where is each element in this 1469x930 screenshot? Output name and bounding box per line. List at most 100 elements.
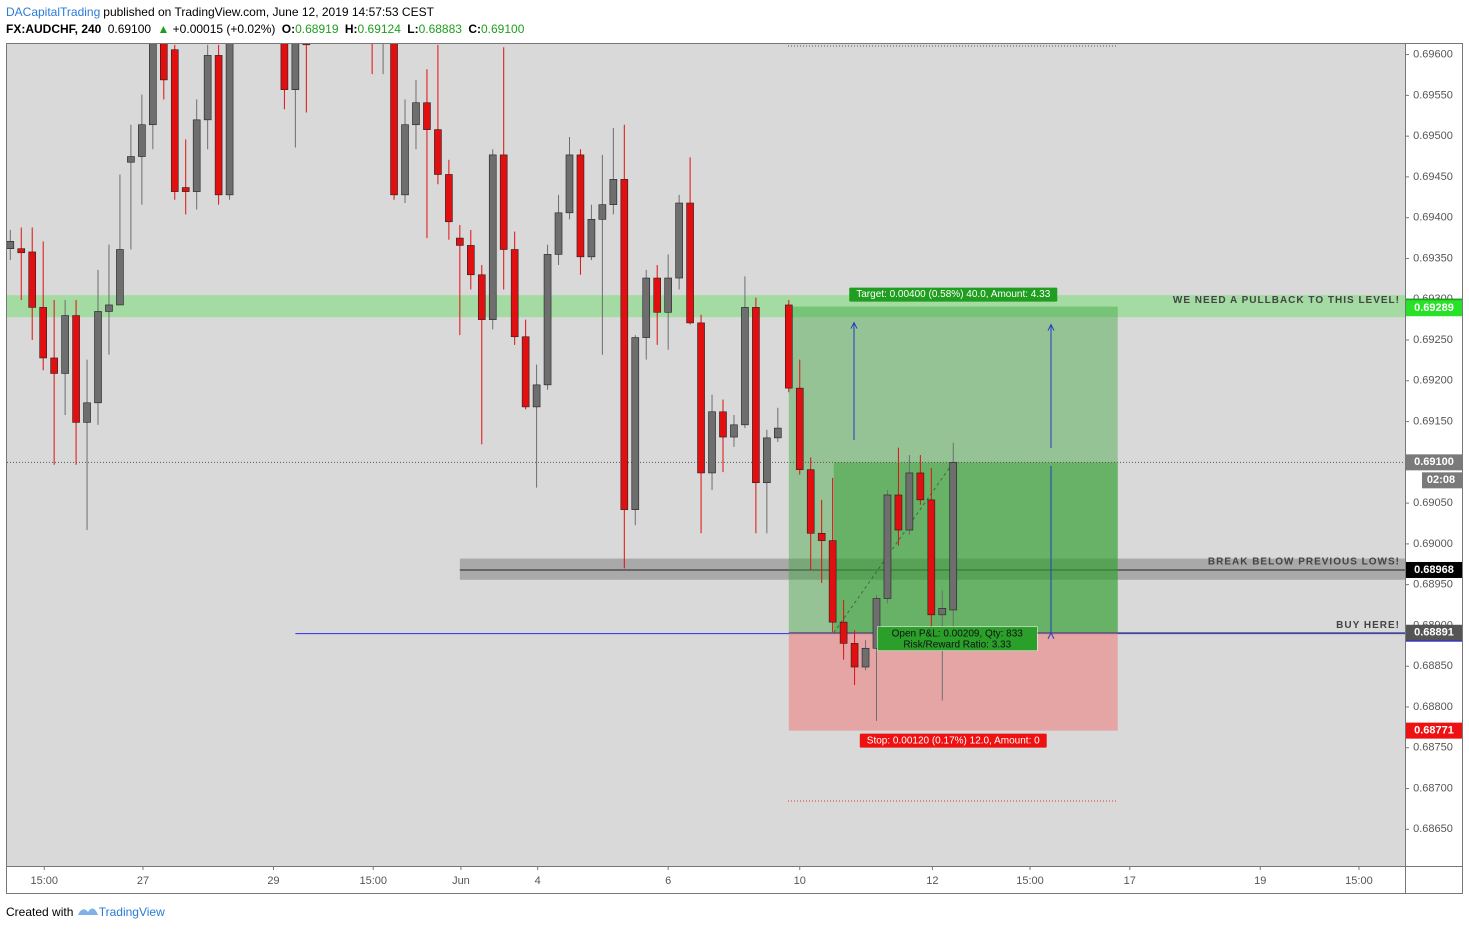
candle-body [28,251,37,308]
live-profit [833,462,1118,633]
c-label: C: [468,22,481,36]
level-text: WE NEED A PULLBACK TO THIS LEVEL! [1173,295,1400,306]
x-tick-label: 29 [267,875,279,887]
candle-body [149,44,157,126]
level-text: BUY HERE! [1336,620,1400,631]
arrow-head [1047,323,1055,331]
price-tag [1406,300,1462,317]
candle-body [554,212,563,255]
candle-body [434,129,442,175]
candle-body [719,411,727,438]
countdown-tag [1422,472,1462,489]
candle-body [94,311,102,404]
candle-body [642,277,651,338]
candle-body [467,245,475,276]
footer-brand[interactable]: TradingView [98,905,165,919]
candle-body [412,102,420,126]
y-tick-label: 0.68800 [1413,701,1453,713]
candle-body [127,156,135,163]
candle-body [138,124,146,157]
footer: Created with TradingView [6,905,165,919]
candle-body [938,608,947,616]
candle-body [347,20,354,25]
l-value: 0.68883 [418,22,462,36]
y-tick-label: 0.69050 [1413,497,1453,509]
candles [7,10,958,721]
candle-body [730,424,738,438]
price: 0.69100 [107,22,152,36]
c-value: 0.69100 [480,22,525,36]
candle-body [774,427,782,439]
candle-body [390,44,398,196]
candle-body [270,15,277,30]
candle-body [369,29,376,40]
candle-body [905,472,914,531]
candle-body [510,249,519,338]
change: +0.00015 (+0.02%) [172,22,276,36]
target-label-box [849,287,1058,302]
pnl-text: Open P&L: 0.00209, Qty: 833 [892,628,1024,639]
arrow: ▲ [157,22,170,36]
candle-body [17,248,26,254]
candle-body [499,154,508,250]
h-label: H: [344,22,358,36]
candle-body [861,647,870,668]
x-tick-label: 19 [1254,875,1266,887]
candle-body [50,357,58,374]
price-tag-label: 0.69289 [1414,302,1454,314]
o-value: 0.68919 [295,22,339,36]
x-tick-label: 10 [794,875,806,887]
y-tick-label: 0.69400 [1413,212,1453,224]
candle-body [521,336,530,408]
candle-body [280,44,289,90]
price-tag-label: 0.68968 [1414,564,1454,576]
candle-body [116,249,124,306]
price-tag [1406,561,1462,578]
target-label: Target: 0.00400 (0.58%) 40.0, Amount: 4.… [856,289,1050,300]
candle-body [609,179,618,205]
y-tick-label: 0.68850 [1413,660,1453,672]
candle-body [83,402,91,423]
published: published on TradingView.com, June 12, 2… [103,5,434,19]
x-tick-label: 12 [926,875,938,887]
y-tick-label: 0.68950 [1413,579,1453,591]
l-label: L: [407,22,419,36]
y-tick-label: 0.69250 [1413,334,1453,346]
candle-body [752,307,760,484]
candle-body [248,10,255,25]
candle-body [894,494,903,531]
y-tick-label: 0.68750 [1413,742,1453,754]
price-tag [1406,454,1462,471]
candle-body [817,532,826,541]
candle-body [631,337,640,510]
axes: 0.69600 0.69550 0.69500 0.69450 0.69400 0.693… [31,49,1462,887]
candle-body [380,34,387,40]
pnl-box [877,626,1038,652]
candle-body [456,237,464,246]
price-tag-label: 0.68771 [1414,725,1454,737]
y-tick-label: 0.69350 [1413,252,1453,264]
y-tick-label: 0.69600 [1413,49,1453,61]
candle-body [828,540,837,623]
position-tool-labels: WE NEED A PULLBACK TO THIS LEVEL! BREAK B… [849,287,1400,748]
candle-body [839,621,848,644]
arrow-head [1047,631,1055,639]
price-tag [1406,624,1462,641]
price-tag-label: 0.68891 [1414,627,1454,639]
author[interactable]: DACapitalTrading [6,5,101,19]
candle-body [675,202,683,279]
candle-body [259,15,266,25]
y-tick-label: 0.69550 [1413,89,1453,101]
candle-body [105,304,113,312]
candle-body [795,387,804,470]
candle-body [302,44,311,46]
candle-body [806,469,815,534]
candle-body [159,44,168,81]
candle-body [7,241,15,249]
candle-body [708,411,716,474]
candle-body [543,254,552,386]
candle-body [445,174,453,223]
y-tick-label: 0.69150 [1413,415,1453,427]
x-tick-label: 15:00 [31,875,59,887]
candle-body [697,322,705,474]
